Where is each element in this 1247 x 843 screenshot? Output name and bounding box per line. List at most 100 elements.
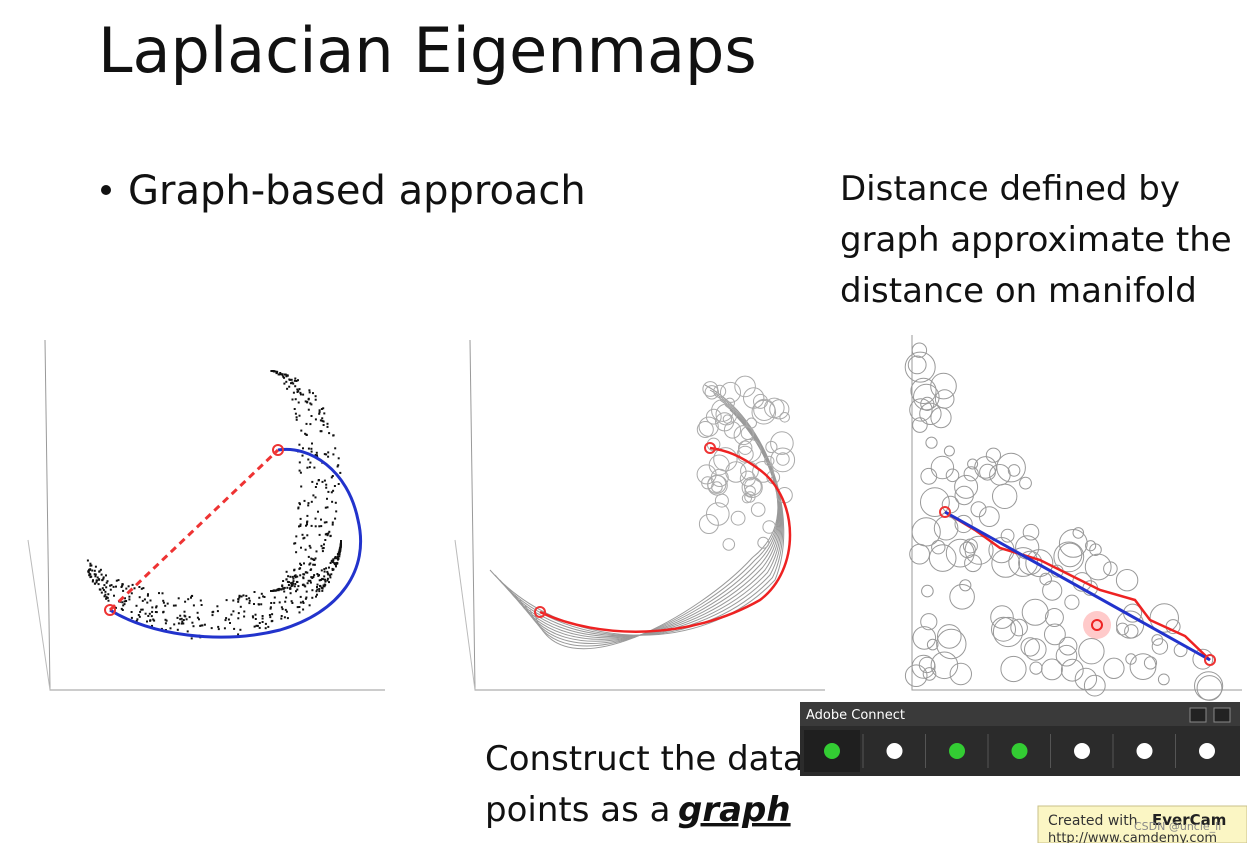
- graph-cell: [1058, 529, 1088, 558]
- data-point: [110, 584, 113, 587]
- embedded-distance: [944, 510, 1211, 662]
- data-point: [128, 595, 131, 598]
- graph-cell: [776, 452, 790, 466]
- graph-cell: [1044, 608, 1064, 627]
- data-point: [314, 486, 317, 488]
- data-point: [308, 544, 311, 547]
- graph-cell: [1020, 637, 1040, 657]
- data-point: [239, 628, 242, 631]
- data-point: [105, 596, 108, 599]
- graph-cell: [949, 584, 975, 610]
- data-point: [177, 597, 180, 600]
- data-point: [151, 606, 154, 609]
- data-point: [306, 401, 309, 404]
- minimize-button[interactable]: [1189, 707, 1207, 723]
- toolbar-icon[interactable]: [949, 743, 965, 759]
- data-point: [102, 576, 105, 579]
- data-point: [255, 624, 258, 627]
- data-point: [314, 525, 317, 528]
- watermark-box: [1037, 805, 1247, 843]
- data-point: [232, 610, 235, 613]
- data-point: [336, 562, 339, 565]
- data-point: [174, 604, 177, 607]
- data-point: [91, 569, 94, 572]
- data-point: [121, 583, 124, 586]
- data-point: [304, 400, 307, 403]
- data-point: [312, 576, 315, 578]
- data-point: [309, 461, 312, 464]
- graph-cell: [1039, 572, 1052, 586]
- data-point: [340, 540, 342, 543]
- graph-cell: [1072, 527, 1085, 539]
- graph-cell: [910, 377, 937, 404]
- toolbar-icon[interactable]: [1011, 743, 1028, 759]
- data-point: [201, 624, 204, 627]
- data-point: [243, 610, 246, 613]
- data-point: [295, 416, 298, 419]
- graph-edges: [534, 429, 779, 650]
- data-point: [188, 616, 191, 619]
- data-point: [271, 613, 274, 616]
- data-point: [92, 579, 94, 582]
- data-point: [282, 580, 285, 582]
- data-point: [314, 557, 317, 560]
- data-point: [315, 451, 318, 454]
- graph-cell: [912, 417, 928, 433]
- graph-cell: [1060, 658, 1084, 682]
- graph-cell: [738, 440, 753, 455]
- data-point: [334, 517, 337, 520]
- data-point: [298, 414, 301, 417]
- data-point: [318, 533, 321, 536]
- data-point: [260, 592, 263, 595]
- data-point: [151, 624, 153, 627]
- data-point: [139, 610, 142, 613]
- toolbar-icon[interactable]: [824, 743, 840, 759]
- graph-cell: [696, 421, 714, 438]
- endpoint: [704, 442, 716, 454]
- data-point: [303, 499, 306, 502]
- data-point: [339, 542, 342, 545]
- data-point: [230, 613, 233, 616]
- data-point: [179, 618, 182, 621]
- graph-cell: [1025, 549, 1054, 578]
- graph-cell: [757, 536, 770, 549]
- graph-cell: [964, 535, 994, 565]
- data-point: [169, 627, 172, 630]
- data-point: [291, 398, 294, 401]
- data-point: [294, 576, 297, 579]
- data-point: [102, 589, 105, 591]
- data-point: [290, 582, 293, 585]
- data-point: [261, 617, 264, 620]
- data-point: [281, 608, 284, 611]
- toolbar-icon[interactable]: [886, 743, 903, 759]
- toolbar-icon[interactable]: [1136, 743, 1153, 759]
- graph-cell: [996, 452, 1026, 483]
- data-point: [138, 615, 141, 618]
- data-point: [88, 574, 91, 577]
- data-point: [337, 483, 340, 485]
- toolbar-icon[interactable]: [1199, 743, 1215, 759]
- data-point: [97, 583, 100, 586]
- data-point: [98, 578, 101, 581]
- graph-cell: [978, 506, 1000, 527]
- toolbar-icon[interactable]: [1074, 743, 1090, 759]
- graph-cell: [707, 475, 728, 496]
- data-point: [288, 581, 291, 584]
- data-point: [120, 607, 123, 610]
- data-point: [273, 596, 276, 599]
- data-point: [147, 615, 150, 617]
- data-point: [258, 626, 261, 629]
- data-point: [296, 588, 299, 591]
- data-point: [294, 377, 297, 380]
- data-point: [328, 574, 331, 577]
- data-point: [272, 589, 275, 592]
- data-point: [310, 415, 313, 417]
- data-point: [248, 597, 251, 600]
- maximize-button[interactable]: [1213, 707, 1231, 723]
- data-point: [334, 501, 337, 504]
- cursor-highlight: [1083, 611, 1111, 639]
- data-point: [318, 525, 321, 528]
- data-point: [283, 376, 285, 379]
- graph-cell: [713, 384, 727, 398]
- graph-cell: [1084, 553, 1112, 581]
